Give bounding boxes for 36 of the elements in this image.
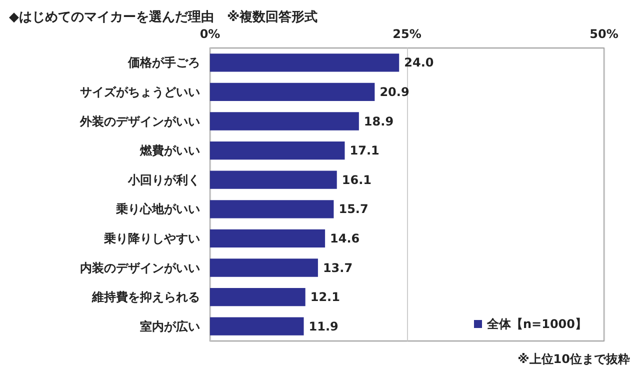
- bar: [210, 229, 326, 248]
- y-tick-label: 燃費がいい: [139, 144, 200, 158]
- bar: [210, 170, 337, 189]
- x-tick-label: 0%: [200, 27, 220, 41]
- y-tick-label: 内装のデザインがいい: [80, 260, 200, 275]
- data-label: 11.9: [308, 319, 338, 334]
- text: ※上位10位まで抜粋: [518, 352, 630, 366]
- y-tick-label: サイズがちょうどいい: [80, 84, 200, 99]
- y-tick-label: 維持費を抑えられる: [91, 290, 200, 304]
- bar: [210, 258, 318, 277]
- legend-label: 全体【n=1000】: [486, 317, 588, 331]
- data-label: 14.6: [330, 231, 360, 246]
- data-label: 18.9: [364, 114, 394, 128]
- y-tick-label: 小回りが利く: [127, 172, 200, 187]
- x-tick-label: 50%: [590, 27, 618, 41]
- data-label: 20.9: [380, 84, 410, 99]
- data-label: 16.1: [342, 172, 372, 187]
- data-label: 15.7: [338, 202, 368, 216]
- y-tick-label: 乗り心地がいい: [115, 202, 200, 216]
- y-tick-label: 乗り降りしやすい: [103, 231, 200, 246]
- chart-title: ◆はじめてのマイカーを選んだ理由 ※複数回答形式: [9, 9, 318, 25]
- bar: [210, 200, 334, 218]
- bar: [210, 317, 304, 336]
- data-label: 12.1: [310, 290, 340, 304]
- y-tick-label: 室内が広い: [140, 319, 200, 334]
- data-label: 17.1: [350, 144, 380, 158]
- bar: [210, 141, 345, 160]
- data-label: 13.7: [322, 260, 353, 275]
- bar: [210, 112, 359, 130]
- y-tick-label: 価格が手ごろ: [127, 56, 200, 70]
- bar: [210, 288, 306, 306]
- bar: [210, 54, 400, 72]
- bar: [210, 82, 375, 102]
- x-tick-label: 25%: [392, 27, 422, 41]
- y-tick-label: 外装のデザインがいい: [79, 114, 200, 128]
- data-label: 24.0: [404, 56, 434, 70]
